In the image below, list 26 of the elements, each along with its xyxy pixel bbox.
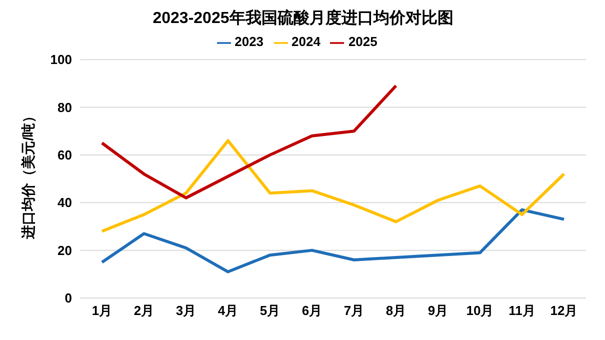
y-tick-label: 100 [50, 52, 72, 68]
line-series [100, 84, 398, 200]
x-tick-label: 5月 [260, 303, 280, 318]
legend-label: 2023 [234, 34, 264, 49]
y-tick-label: 80 [58, 100, 72, 115]
y-axis-title: 进口均价（美元/吨） [20, 108, 36, 240]
x-tick-label: 6月 [302, 303, 322, 318]
y-tick-label: 0 [64, 290, 72, 306]
x-tick-label: 11月 [508, 303, 536, 318]
line-series [100, 208, 566, 274]
legend-label: 2025 [348, 34, 378, 49]
x-tick-label: 10月 [466, 303, 494, 318]
chart-title: 2023-2025年我国硫酸月度进口均价对比图 [152, 8, 454, 29]
x-tick-label: 8月 [386, 303, 406, 318]
x-tick-label: 2月 [134, 303, 154, 318]
line-series [100, 139, 566, 233]
x-tick-label: 9月 [428, 303, 448, 318]
x-tick-label: 4月 [218, 303, 238, 318]
legend-label: 2024 [292, 34, 320, 49]
x-tick-label: 12月 [550, 303, 578, 318]
x-tick-label: 7月 [344, 303, 364, 318]
x-tick-label: 1月 [92, 303, 112, 318]
y-tick-label: 60 [58, 148, 72, 163]
x-tick-label: 3月 [176, 303, 196, 318]
y-tick-label: 40 [58, 195, 72, 210]
y-tick-label: 20 [58, 242, 72, 258]
